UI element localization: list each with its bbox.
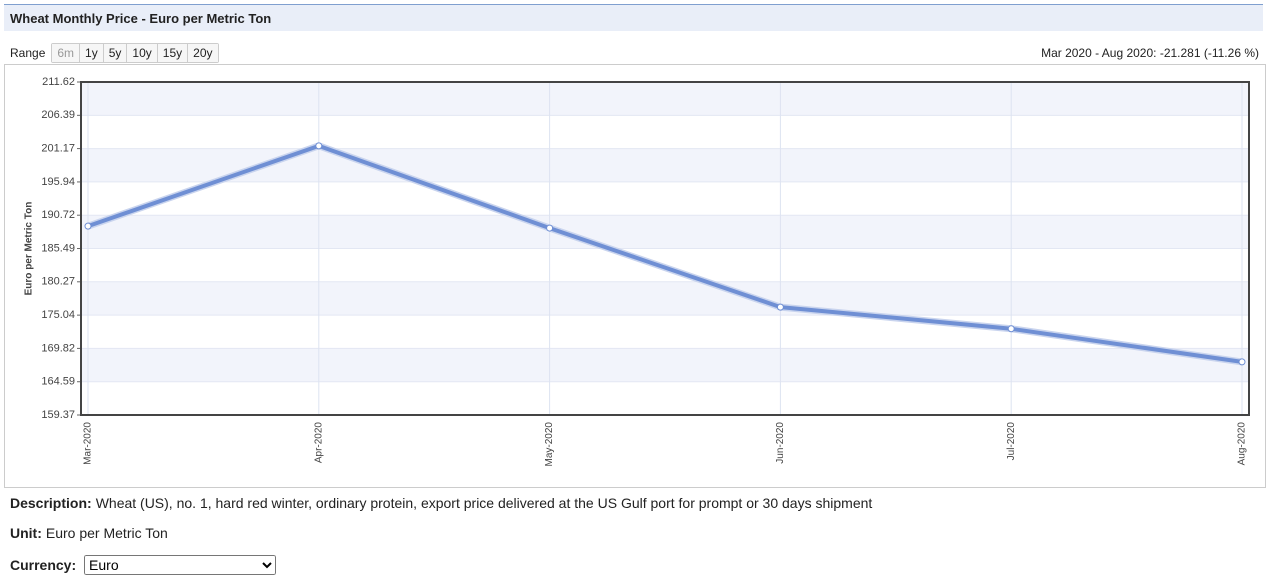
plot-border	[80, 81, 1250, 416]
range-button[interactable]: 1y	[80, 43, 104, 62]
chart: 159.37 164.59 169.82 175.04 180.27 185.49 190.…	[24, 76, 1250, 467]
y-tick-label: 180.27	[41, 276, 75, 288]
plot-band	[81, 215, 1249, 249]
x-tick-label: Jun-2020	[775, 422, 786, 464]
point	[776, 303, 784, 311]
range-buttons: 6m 1y 5y 10y 15y 20y	[51, 42, 219, 63]
plot-band	[81, 148, 1249, 182]
y-tick-label: 159.37	[41, 409, 75, 421]
description: Description: Wheat (US), no. 1, hard red …	[10, 495, 872, 511]
description-label: Description:	[10, 495, 92, 511]
unit-label: Unit:	[10, 525, 42, 541]
y-tick-label: 206.39	[41, 109, 75, 121]
point	[1007, 325, 1015, 333]
range-button[interactable]: 5y	[103, 43, 128, 62]
y-tick-label: 195.94	[41, 176, 75, 188]
plot-band	[81, 82, 1249, 116]
x-tick-label: Apr-2020	[313, 422, 324, 464]
point	[1238, 358, 1246, 366]
range-button[interactable]: 10y	[127, 43, 158, 62]
line	[87, 143, 1243, 364]
x-tick-label: Aug-2020	[1237, 422, 1248, 466]
range-button[interactable]: 20y	[188, 43, 218, 62]
currency-select[interactable]: Euro	[84, 555, 277, 575]
y-tick-label: 211.62	[42, 76, 75, 88]
y-tick-label: 169.82	[41, 342, 75, 354]
x-tick-label: May-2020	[544, 422, 555, 467]
header-title: Wheat Monthly Price - Euro per Metric To…	[4, 4, 1263, 31]
range-label: Range	[10, 45, 46, 60]
y-tick-label: 201.17	[41, 143, 75, 155]
y-tick-label: 164.59	[41, 376, 75, 388]
y-tick-label: 175.04	[41, 309, 75, 321]
range-bar: Range 6m 1y 5y 10y 15y 20y	[10, 42, 219, 63]
x-tick-label: Jul-2020	[1006, 422, 1017, 461]
range-button[interactable]: 6m	[52, 43, 81, 62]
range-summary: Mar 2020 - Aug 2020: -21.281 (-11.26 %)	[1041, 46, 1259, 60]
point	[84, 222, 92, 230]
unit: Unit: Euro per Metric Ton	[10, 525, 168, 541]
plot-band	[81, 281, 1249, 316]
plot-band	[81, 348, 1249, 382]
point	[315, 142, 323, 150]
range-button[interactable]: 15y	[157, 43, 189, 62]
currency-label: Currency:	[10, 557, 77, 573]
y-tick-label: 185.49	[41, 242, 75, 254]
currency: Currency: Euro	[10, 555, 277, 575]
description-text: Wheat (US), no. 1, hard red winter, ordi…	[95, 495, 873, 511]
x-tick-label: Mar-2020	[83, 422, 94, 465]
y-axis-label: Euro per Metric Ton	[24, 202, 35, 296]
point	[546, 224, 554, 232]
y-tick-label: 190.72	[41, 209, 75, 221]
chart-box: 159.37 164.59 169.82 175.04 180.27 185.49 190.…	[4, 64, 1266, 488]
unit-text: Euro per Metric Ton	[45, 525, 168, 541]
